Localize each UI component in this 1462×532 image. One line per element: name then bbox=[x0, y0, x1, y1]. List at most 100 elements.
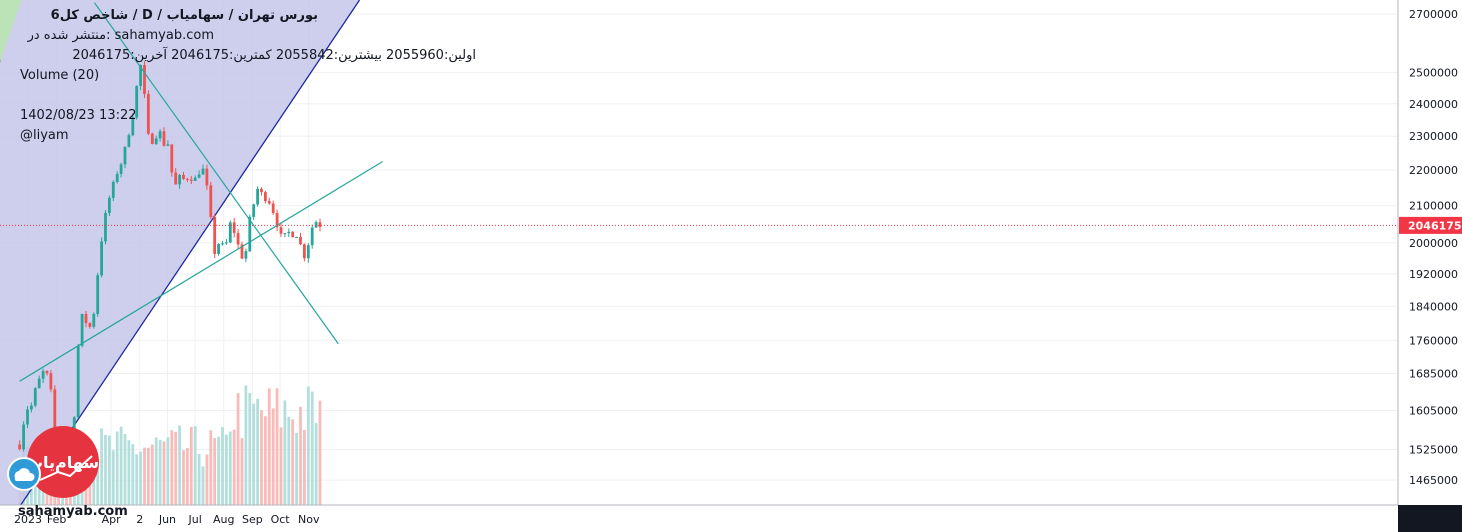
candle-body bbox=[107, 197, 111, 213]
volume-bar bbox=[287, 416, 291, 505]
candle-body bbox=[135, 85, 139, 118]
price-tick-label: 2300000 bbox=[1409, 130, 1458, 143]
price-tick-label: 2000000 bbox=[1409, 237, 1458, 250]
volume-bar bbox=[213, 438, 217, 505]
candle-body bbox=[143, 64, 146, 94]
volume-bar bbox=[314, 423, 318, 505]
price-tick-label: 1760000 bbox=[1409, 334, 1458, 347]
candle-body bbox=[182, 174, 185, 179]
candle-body bbox=[299, 237, 302, 245]
volume-bar bbox=[279, 427, 283, 505]
candle-body bbox=[232, 222, 236, 233]
candle-body bbox=[76, 345, 80, 418]
candle-body bbox=[131, 117, 135, 136]
price-tick-label: 2500000 bbox=[1409, 67, 1458, 80]
volume-bar bbox=[318, 400, 322, 505]
volume-bar bbox=[92, 465, 96, 505]
volume-bar bbox=[150, 444, 154, 505]
time-tick-label: Oct bbox=[271, 513, 291, 526]
volume-bar bbox=[166, 437, 170, 505]
volume-bar bbox=[232, 429, 236, 505]
volume-bar bbox=[154, 437, 158, 505]
last-price-label: 2046175 bbox=[1408, 219, 1462, 232]
ohlc-values: اولین:2055960 بیشترین:2055842 کمترین:204… bbox=[72, 46, 476, 63]
candle-body bbox=[174, 172, 178, 185]
candle-body bbox=[170, 144, 174, 173]
author-handle: @liyam bbox=[20, 128, 69, 143]
volume-bar bbox=[104, 435, 107, 505]
time-tick-label: Sep bbox=[242, 513, 263, 526]
candles bbox=[18, 60, 322, 452]
volume-bar bbox=[201, 466, 205, 505]
channel-green-fill bbox=[0, 0, 22, 62]
volume-bar bbox=[295, 432, 298, 505]
volume-bar bbox=[224, 434, 228, 505]
candle-body bbox=[185, 178, 189, 180]
price-tick-label: 1525000 bbox=[1409, 444, 1458, 457]
candle-body bbox=[123, 146, 127, 165]
last-price-badge bbox=[1399, 216, 1462, 234]
candle-body bbox=[49, 373, 53, 390]
candle-body bbox=[217, 244, 220, 254]
candle-body bbox=[154, 138, 158, 144]
volume-bar bbox=[275, 388, 279, 505]
candle-body bbox=[244, 251, 248, 259]
price-tick-label: 2700000 bbox=[1409, 8, 1458, 21]
candle-body bbox=[213, 216, 217, 254]
volume-bar bbox=[267, 388, 271, 505]
candle-body bbox=[92, 313, 96, 327]
volume-bar bbox=[197, 453, 201, 505]
price-tick-label: 1465000 bbox=[1409, 474, 1458, 487]
volume-bar bbox=[306, 386, 310, 505]
volume-bar bbox=[115, 431, 119, 505]
candle-body bbox=[221, 243, 224, 245]
candle-body bbox=[310, 227, 314, 246]
candle-body bbox=[271, 203, 275, 214]
volume-bar bbox=[299, 406, 302, 505]
candle-body bbox=[115, 173, 119, 182]
price-tick-label: 1605000 bbox=[1409, 405, 1458, 418]
volume-bar bbox=[193, 426, 197, 505]
volume-bar bbox=[170, 430, 174, 505]
volume-bar bbox=[162, 441, 166, 505]
candle-body bbox=[314, 222, 318, 228]
candle-body bbox=[84, 313, 88, 324]
time-axis[interactable]: 2023 Feb Apr 2 Jun Jul Aug Sep Oct Nov bbox=[0, 504, 1398, 532]
price-tick-label: 1840000 bbox=[1409, 300, 1458, 313]
volume-bar bbox=[221, 427, 224, 505]
candle-body bbox=[41, 370, 45, 379]
candle-body bbox=[256, 188, 259, 205]
candle-body bbox=[318, 222, 322, 227]
volume-bar bbox=[291, 419, 295, 505]
volume-bar bbox=[111, 450, 115, 505]
price-axis[interactable]: 2700000 2500000 2400000 2300000 2200000 21000… bbox=[1397, 0, 1462, 505]
trendlines[interactable] bbox=[19, 2, 383, 382]
volume-bar bbox=[283, 400, 287, 505]
price-tick-label: 2400000 bbox=[1409, 98, 1458, 111]
candle-body bbox=[162, 131, 166, 146]
candle-body bbox=[197, 174, 201, 178]
candle-body bbox=[100, 241, 103, 276]
volume-bar bbox=[244, 385, 248, 505]
candle-body bbox=[80, 313, 84, 346]
candle-body bbox=[119, 164, 123, 174]
cloud-icon[interactable] bbox=[7, 457, 41, 491]
candle-body bbox=[29, 405, 33, 410]
volume-bar bbox=[252, 403, 256, 505]
candle-body bbox=[283, 233, 287, 235]
volume-bar bbox=[271, 408, 275, 505]
candle-body bbox=[248, 216, 252, 252]
price-tick-label: 2100000 bbox=[1409, 200, 1458, 213]
candle-body bbox=[26, 409, 29, 425]
price-tick-label: 1920000 bbox=[1409, 268, 1458, 281]
price-tick-label: 1685000 bbox=[1409, 367, 1458, 380]
candle-body bbox=[189, 179, 193, 181]
volume-bar bbox=[96, 459, 100, 505]
candle-body bbox=[279, 227, 283, 234]
axis-corner bbox=[1398, 505, 1462, 532]
volume-bar bbox=[146, 447, 150, 505]
candle-body bbox=[150, 133, 154, 144]
candle-body bbox=[158, 131, 162, 139]
volume-bar bbox=[123, 433, 127, 505]
